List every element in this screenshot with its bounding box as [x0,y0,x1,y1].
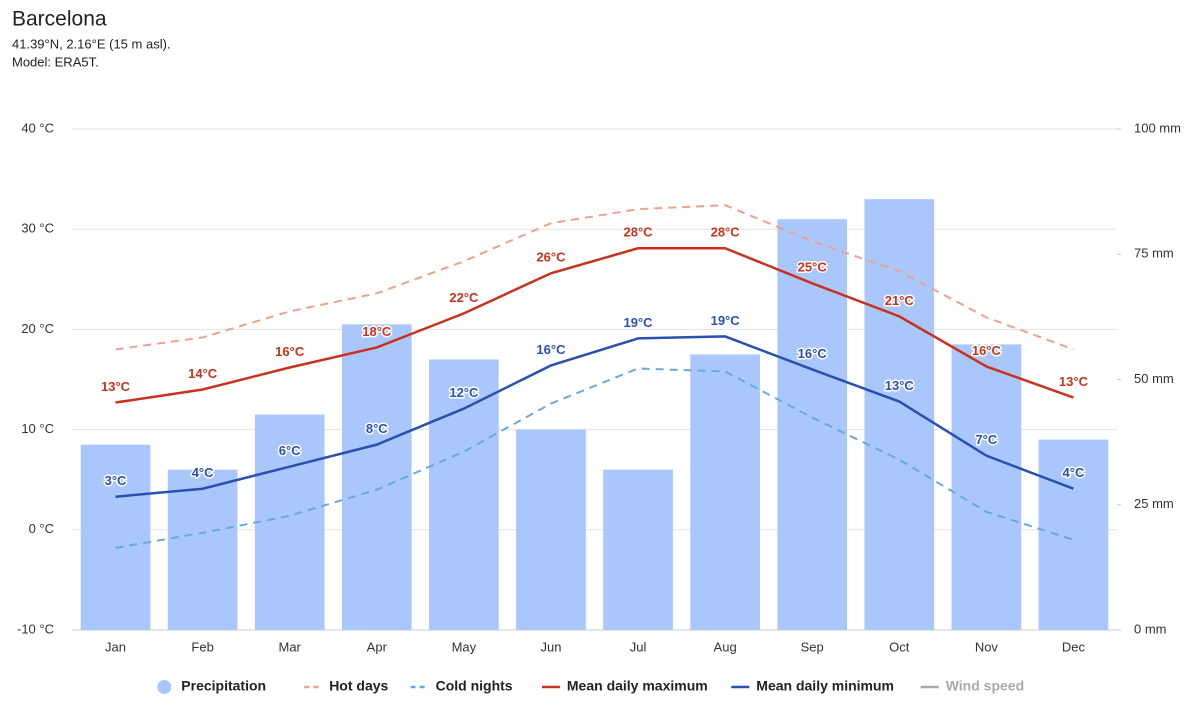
y-tick-label: 40 °C [21,120,54,135]
y-tick-label: 20 °C [21,321,54,336]
legend-label: Wind speed [946,678,1024,694]
y2-tick-label: 100 mm [1134,120,1181,135]
data-label: 19°C [624,315,654,330]
data-label: 16°C [275,344,305,359]
data-label: 16°C [536,342,566,357]
legend-symbol [157,680,172,694]
data-label: 25°C [798,260,828,275]
data-label: 13°C [885,378,915,393]
data-label: 12°C [449,385,479,400]
x-tick-label: Jan [105,639,126,654]
line [115,204,1074,351]
x-tick-label: Sep [801,639,824,654]
x-tick-label: Jun [540,639,561,654]
line [115,335,1074,498]
y-tick-label: 10 °C [21,421,54,436]
x-tick-label: Jul [630,639,647,654]
legend-label: Mean daily maximum [567,678,708,694]
legend-label: Cold nights [436,678,513,694]
x-tick-label: Oct [889,639,910,654]
chart-subtitle: 41.39°N, 2.16°E (15 m asl). [12,36,171,51]
data-label: 13°C [101,379,131,394]
data-label: 26°C [536,250,566,265]
data-label: 19°C [711,313,741,328]
y-tick-label: -10 °C [17,621,54,636]
bar [167,469,238,630]
line [115,246,1074,404]
data-label: 8°C [366,421,388,436]
bar [254,414,325,630]
bar [690,354,760,630]
legend-label: Hot days [329,678,388,694]
x-tick-label: Mar [279,639,302,654]
x-tick-label: Nov [975,639,999,654]
bar [1038,439,1109,630]
x-tick-label: Dec [1062,639,1086,654]
bar [341,324,412,630]
bar [516,429,586,630]
data-label: 28°C [711,225,741,240]
data-label: 4°C [192,465,214,480]
y2-tick-label: 50 mm [1134,371,1174,386]
data-label: 22°C [449,290,479,305]
x-tick-label: Aug [714,639,737,654]
bar [777,219,848,630]
x-tick-label: Feb [191,639,213,654]
x-tick-label: Apr [367,639,388,654]
bar [429,359,499,630]
y2-tick-label: 25 mm [1134,496,1174,511]
y-tick-label: 0 °C [29,521,54,536]
data-label: 14°C [188,366,218,381]
data-label: 16°C [972,343,1002,358]
data-label: 16°C [798,346,828,361]
y2-tick-label: 0 mm [1134,621,1167,636]
chart-subtitle: Model: ERA5T. [12,54,99,69]
data-label: 18°C [362,324,392,339]
data-label: 28°C [624,225,654,240]
data-label: 13°C [1059,374,1089,389]
bar [951,344,1022,630]
bar [80,444,151,630]
data-label: 4°C [1063,465,1085,480]
y2-tick-label: 75 mm [1134,246,1174,261]
data-label: 3°C [105,473,127,488]
legend-label: Mean daily minimum [756,678,894,694]
data-label: 7°C [975,432,997,447]
y-tick-label: 30 °C [21,221,54,236]
bar [603,469,673,630]
data-label: 21°C [885,293,915,308]
line [115,367,1074,549]
data-label: 6°C [279,443,301,458]
chart-title: Barcelona [12,8,107,31]
x-tick-label: May [452,639,477,654]
legend-label: Precipitation [181,678,266,694]
